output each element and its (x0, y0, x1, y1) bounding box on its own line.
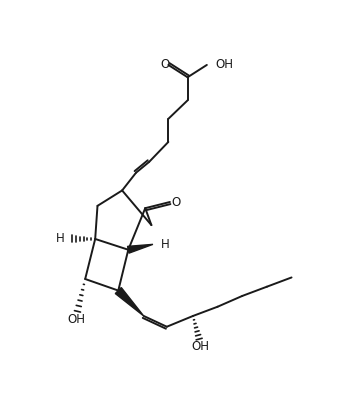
Text: O: O (161, 58, 170, 71)
Text: H: H (56, 232, 64, 246)
Text: OH: OH (215, 58, 233, 72)
Polygon shape (127, 244, 153, 253)
Text: O: O (171, 196, 181, 208)
Polygon shape (115, 288, 144, 316)
Text: OH: OH (192, 340, 210, 353)
Text: H: H (161, 238, 169, 251)
Text: OH: OH (67, 312, 85, 326)
